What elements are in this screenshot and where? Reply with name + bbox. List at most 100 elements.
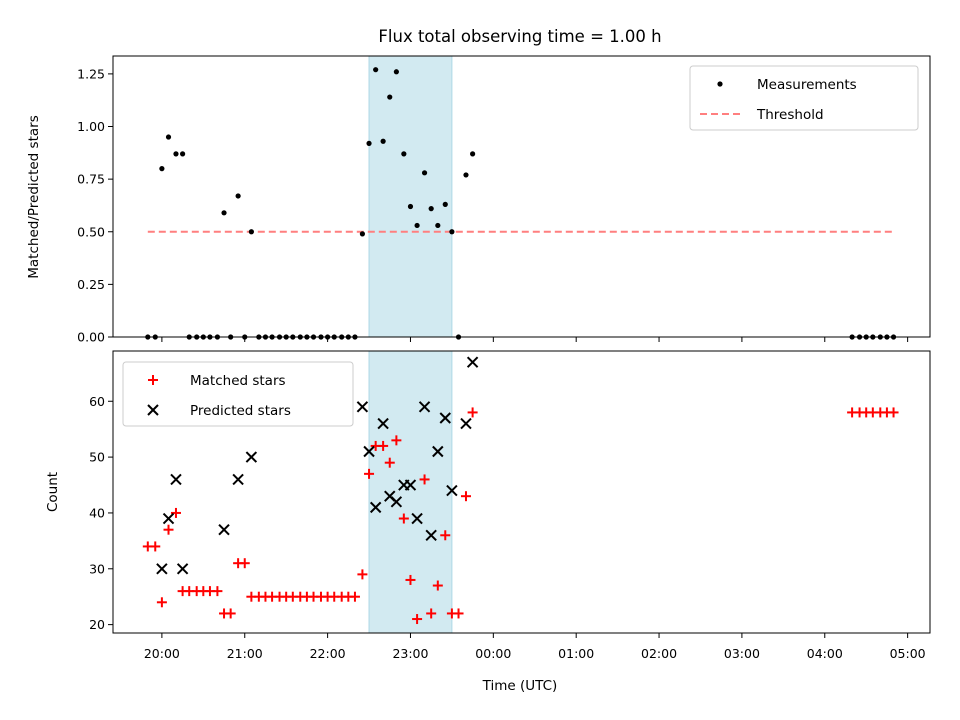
matched-star-marker	[460, 491, 471, 502]
predicted-star-marker	[466, 356, 479, 368]
legend-predicted-marker	[147, 404, 159, 416]
y-tick-label: 60	[89, 394, 105, 409]
y-tick-label: 0.25	[77, 277, 105, 292]
x-tick-label: 04:00	[807, 646, 843, 661]
matched-star-marker	[384, 457, 395, 468]
predicted-star-marker	[170, 473, 182, 486]
legend-label: Predicted stars	[190, 403, 291, 419]
y-tick-label: 20	[89, 617, 105, 632]
axes-frame	[112, 55, 931, 338]
x-tick-label: 02:00	[641, 646, 677, 661]
measurement-point	[435, 222, 441, 229]
predicted-star-marker	[369, 501, 382, 514]
matched-star-marker	[170, 507, 181, 518]
matched-star-marker	[419, 474, 430, 485]
predicted-star-marker	[432, 445, 444, 458]
matched-star-marker	[239, 558, 250, 569]
matched-star-marker	[432, 580, 443, 591]
matched-star-marker	[378, 440, 389, 451]
measurement-point	[449, 229, 455, 235]
x-tick-label: 00:00	[475, 646, 511, 661]
measurement-point	[428, 206, 434, 212]
highlight-span	[368, 55, 453, 338]
matched-star-marker	[364, 468, 375, 479]
measurement-point	[235, 193, 241, 199]
measurement-point	[173, 151, 179, 157]
matched-star-marker	[156, 597, 167, 608]
plot-panel-counts: 20 30 40 50 60 20:00 21:00 22:00 23:00 00:00 01:00…	[89, 350, 931, 661]
matched-star-marker	[212, 586, 223, 597]
measurement-point	[387, 94, 393, 100]
predicted-star-marker	[363, 445, 375, 458]
legend-box	[689, 65, 919, 131]
legend-label: Measurements	[757, 77, 857, 93]
matched-star-marker	[412, 614, 423, 625]
matched-star-marker	[349, 591, 360, 602]
measurement-point	[221, 210, 227, 216]
predicted-star-marker	[218, 523, 230, 536]
legend-matched-marker	[148, 375, 158, 385]
matched-star-marker	[357, 569, 368, 580]
matched-star-marker	[391, 435, 402, 446]
matched-star-marker	[888, 407, 899, 418]
predicted-star-marker	[356, 401, 369, 413]
measurement-point	[470, 151, 476, 157]
measurement-point	[442, 201, 448, 207]
predicted-star-marker	[162, 512, 175, 525]
matched-star-marker	[467, 407, 478, 418]
x-tick-label: 01:00	[558, 646, 594, 661]
predicted-star-marker	[404, 479, 417, 491]
x-tick-label: 23:00	[392, 646, 428, 661]
measurement-point	[248, 229, 254, 235]
predicted-star-marker	[411, 512, 423, 525]
y-tick-label: 1.00	[77, 119, 105, 134]
matched-star-marker	[426, 608, 437, 619]
predicted-star-marker	[232, 473, 244, 486]
matched-star-marker	[453, 608, 464, 619]
measurement-point	[159, 166, 165, 172]
highlight-span	[368, 350, 453, 634]
measurement-point	[463, 172, 469, 178]
x-tick-label: 03:00	[724, 646, 760, 661]
x-tick-label: 21:00	[227, 646, 263, 661]
matched-star-marker	[405, 574, 416, 585]
measurement-point	[380, 138, 386, 144]
predicted-star-marker	[156, 563, 168, 575]
axes-frame	[112, 350, 931, 634]
legend-box	[122, 361, 354, 427]
measurement-point	[393, 69, 399, 75]
matched-star-marker	[225, 608, 236, 619]
measurement-point	[180, 151, 186, 157]
legend-label: Matched stars	[190, 373, 286, 389]
predicted-star-marker	[245, 451, 258, 463]
measurement-point	[165, 134, 172, 140]
y-tick-label: 1.25	[77, 66, 105, 81]
y-tick-label: 30	[89, 561, 105, 576]
y-tick-label: 0.75	[77, 172, 105, 187]
x-tick-label: 22:00	[310, 646, 346, 661]
y-axis-label-ratio: Matched/Predicted stars	[26, 115, 42, 278]
y-tick-label: 0.00	[77, 330, 105, 345]
legend-measurements-marker	[717, 81, 723, 87]
measurement-point	[373, 67, 379, 73]
measurement-point	[421, 170, 428, 176]
measurement-point	[359, 231, 366, 237]
plot-panel-ratio: 0.00 0.25 0.50 0.75 1.00 1.25 Measurements Thre…	[77, 55, 931, 345]
measurement-point	[366, 140, 372, 146]
predicted-star-marker	[176, 563, 189, 575]
predicted-star-marker	[418, 401, 431, 413]
predicted-star-marker	[446, 484, 458, 497]
y-tick-label: 0.50	[77, 224, 105, 239]
y-tick-label: 50	[89, 450, 105, 465]
matched-star-marker	[163, 524, 174, 535]
matched-star-marker	[150, 541, 161, 552]
measurement-point	[414, 222, 420, 229]
x-tick-label: 20:00	[144, 646, 180, 661]
predicted-star-marker	[425, 529, 437, 541]
legend-label: Threshold	[756, 107, 824, 123]
y-axis-label-count: Count	[45, 472, 61, 512]
matched-star-marker	[440, 530, 451, 541]
x-axis-label: Time (UTC)	[482, 678, 558, 694]
chart-title: Flux total observing time = 1.00 h	[378, 27, 661, 46]
